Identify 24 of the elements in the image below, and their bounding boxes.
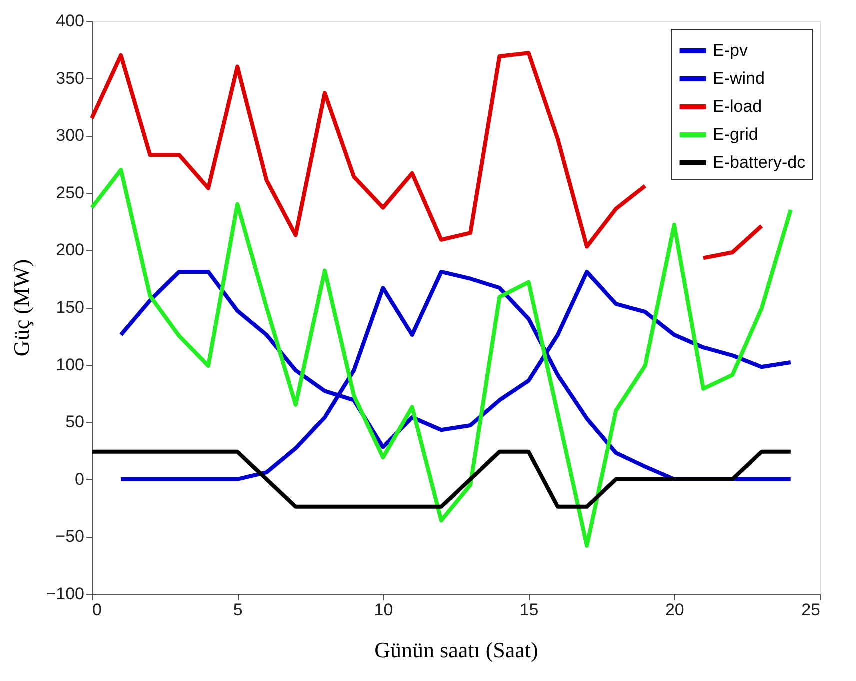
y-tick-label: 200 xyxy=(56,240,84,260)
y-tick-label: 300 xyxy=(56,126,84,146)
legend-label: E-battery-dc xyxy=(713,153,806,172)
legend-label: E-grid xyxy=(713,125,758,144)
y-tick-label: 250 xyxy=(56,183,84,202)
x-tick-label: 5 xyxy=(233,600,243,620)
legend-label: E-wind xyxy=(713,69,765,88)
x-tick-label: 10 xyxy=(374,600,394,620)
legend-label: E-load xyxy=(713,97,762,116)
y-tick-label: 150 xyxy=(56,298,84,317)
y-tick-label: −100 xyxy=(46,584,84,604)
y-tick-label: 350 xyxy=(56,68,84,88)
y-tick-label: 100 xyxy=(56,355,84,374)
x-tick-label: 15 xyxy=(520,600,539,620)
x-axis-title: Günün saatı (Saat) xyxy=(374,638,538,662)
x-tick-label: 25 xyxy=(802,600,820,620)
x-tick-label: 20 xyxy=(665,600,684,620)
y-tick-label: 0 xyxy=(75,470,84,489)
x-tick-label: 0 xyxy=(92,600,102,620)
y-tick-label: 400 xyxy=(56,12,84,30)
y-axis-title: Güç (MW) xyxy=(9,259,34,357)
y-tick-label: −50 xyxy=(56,527,84,546)
y-tick-label: 50 xyxy=(66,412,84,432)
legend-label: E-pv xyxy=(713,41,748,60)
